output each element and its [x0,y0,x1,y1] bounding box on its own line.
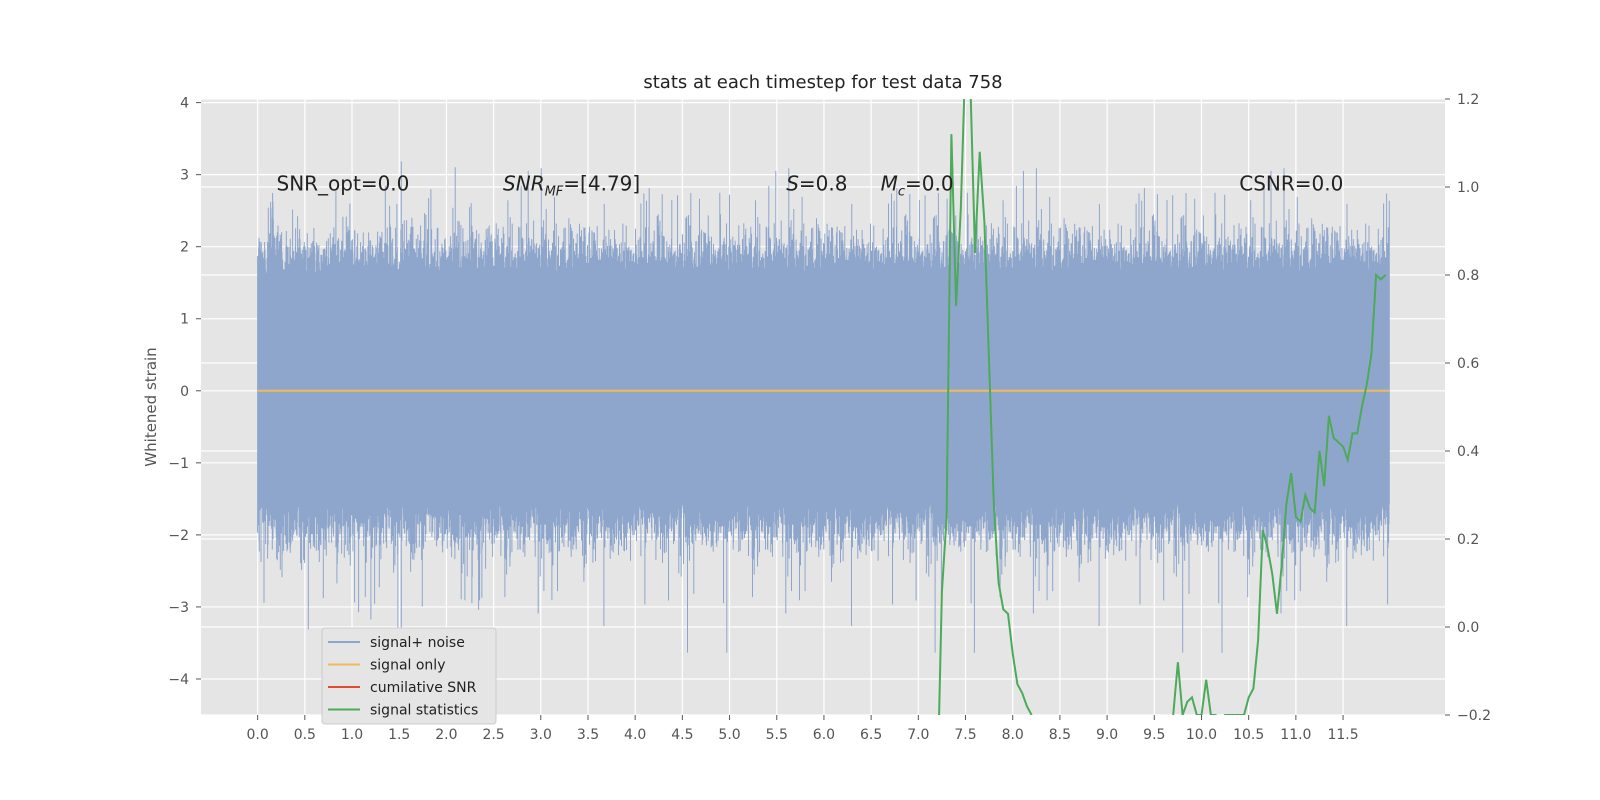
y-left-tick-label: 0 [180,384,189,400]
legend-label: cumilative SNR [370,680,477,696]
x-tick-label: 7.0 [907,727,929,743]
y-right-tick-label: 0.6 [1457,356,1479,372]
annotation: SNRMF=[4.79] [503,171,640,199]
legend-label: signal only [370,658,445,674]
x-tick-label: 9.5 [1143,727,1165,743]
y-axis-label: Whitened strain [142,347,160,466]
x-tick-label: 11.5 [1327,727,1358,743]
y-left-tick-label: 3 [180,168,189,184]
annotation: CSNR=0.0 [1239,171,1343,195]
annotation: Mc=0.0 [881,171,954,199]
ticks-layer: 0.0 0.5 1.0 1.5 2.0 2.5 3.0 3.5 4.0 4.5 5.0 5.5 6.0 6… [168,92,1491,743]
y-right-tick-label: 0.4 [1457,444,1479,460]
legend: signal+ noise signal only cumilative SNR si… [321,627,497,725]
x-tick-label: 8.0 [1002,727,1024,743]
x-tick-label: 7.5 [954,727,976,743]
series-line-signal-statistics-tail [1172,272,1387,715]
y-right-tick-label: 0.8 [1457,268,1479,284]
x-tick-label: 1.0 [341,727,363,743]
x-tick-label: 8.5 [1049,727,1071,743]
series-line-signal-statistics [938,99,1033,715]
y-left-tick-label: −3 [168,600,189,616]
x-tick-label: 6.0 [813,727,835,743]
x-tick-label: 3.5 [577,727,599,743]
x-tick-label: 11.0 [1280,727,1311,743]
y-left-tick-label: 1 [180,312,189,328]
x-tick-label: 10.0 [1186,727,1217,743]
x-tick-label: 5.5 [766,727,788,743]
y-right-tick-label: −0.2 [1457,708,1491,724]
y-right-tick-label: 0.2 [1457,532,1479,548]
y-right-tick-label: 1.2 [1457,92,1479,108]
x-tick-label: 4.5 [671,727,693,743]
y-left-tick-label: −2 [168,528,189,544]
x-tick-label: 0.5 [294,727,316,743]
y-right-tick-label: 1.0 [1457,180,1479,196]
y-right-tick-label: 0.0 [1457,620,1479,636]
chart-title: stats at each timestep for test data 758 [643,72,1002,93]
x-tick-label: 1.5 [388,727,410,743]
legend-box [321,627,497,725]
annotation: SNR_opt=0.0 [277,171,410,195]
x-tick-label: 0.0 [246,727,268,743]
legend-label: signal+ noise [370,635,465,651]
legend-label: signal statistics [370,703,478,719]
x-tick-label: 2.0 [435,727,457,743]
x-tick-label: 4.0 [624,727,646,743]
y-left-tick-label: 2 [180,240,189,256]
y-left-tick-label: −4 [168,672,189,688]
x-tick-label: 5.0 [718,727,740,743]
x-tick-label: 3.0 [530,727,552,743]
y-left-tick-label: −1 [168,456,189,472]
series-signal-noise [257,161,1390,653]
x-tick-label: 2.5 [482,727,504,743]
x-tick-label: 9.0 [1096,727,1118,743]
annotation: S=0.8 [786,171,847,195]
series-layer [257,99,1390,715]
x-tick-label: 10.5 [1233,727,1264,743]
y-left-tick-label: 4 [180,96,189,112]
x-tick-label: 6.5 [860,727,882,743]
annotations: SNR_opt=0.0 SNRMF=[4.79] S=0.8 Mc=0.0 CSNR=0… [277,171,1344,199]
